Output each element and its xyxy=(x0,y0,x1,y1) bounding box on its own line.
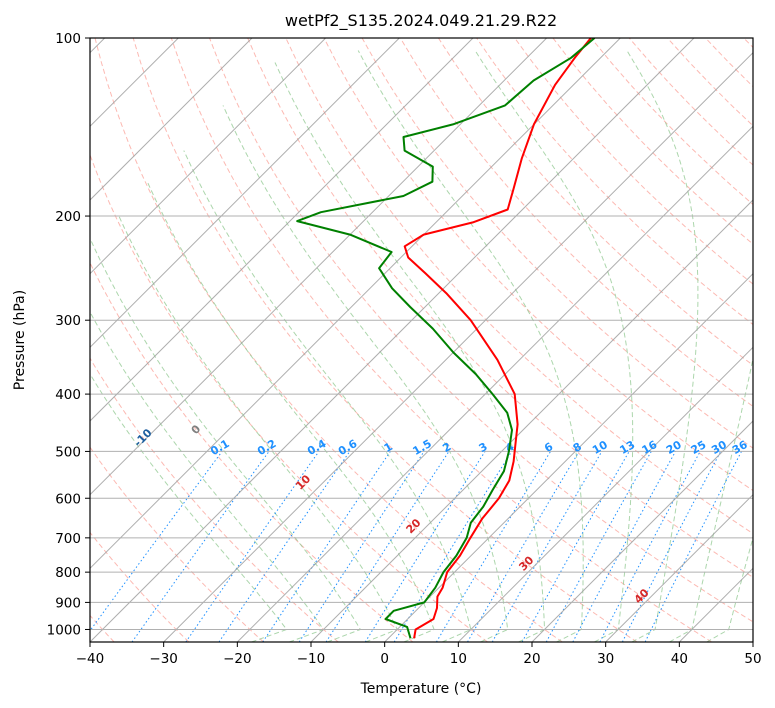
isotherm-line xyxy=(531,420,753,642)
x-tick-label: 40 xyxy=(671,651,688,667)
moist-adiabat-line xyxy=(118,215,398,642)
dewpoint-profile xyxy=(296,38,596,639)
y-tick-label: 900 xyxy=(55,595,81,611)
x-tick-label: −30 xyxy=(149,651,178,667)
dry-adiabat-line xyxy=(514,38,753,285)
isotherm-line xyxy=(310,199,753,642)
y-tick-label: 300 xyxy=(55,313,81,329)
moist-adiabat-line xyxy=(669,356,753,642)
dry-adiabat-line xyxy=(247,38,753,578)
temperature-profile xyxy=(403,38,592,639)
pressure-grid xyxy=(90,38,753,630)
moist-adiabat-line xyxy=(626,50,699,642)
dry-adiabat-line xyxy=(94,38,563,642)
dry-adiabat-line xyxy=(170,38,712,642)
mixing-ratio-line xyxy=(262,451,391,642)
dry-adiabat-line xyxy=(90,531,190,642)
plot-frame xyxy=(89,37,754,643)
moist-adiabat-line xyxy=(706,535,753,642)
x-tick-label: −20 xyxy=(223,651,252,667)
moist-adiabat-line xyxy=(146,181,435,642)
moist-adiabat-line xyxy=(90,373,288,642)
moist-adiabat-line xyxy=(357,50,584,642)
mixing-ratio-line xyxy=(325,451,450,642)
profile-lines xyxy=(296,38,596,639)
isotherm-line xyxy=(605,493,753,642)
dry-adiabat-line xyxy=(437,38,753,366)
isotherm-line xyxy=(90,38,621,570)
isotherm-line xyxy=(457,346,753,642)
x-axis: −40 −30 −20 −10 0 10 20 30 40 50 xyxy=(76,642,762,667)
moist-adiabats xyxy=(90,50,753,642)
moist-adiabat-line xyxy=(474,50,634,642)
isotherm-grid xyxy=(90,38,753,642)
isotherm-line xyxy=(90,38,327,275)
mixing-ratio-line xyxy=(521,451,630,642)
isotherm-line xyxy=(90,38,548,496)
x-tick-label: 50 xyxy=(744,651,761,667)
moist-adiabat-line xyxy=(90,240,362,642)
y-axis: 100 200 300 400 500 600 700 800 900 1000 xyxy=(47,31,90,638)
dry-adiabat-line xyxy=(90,357,339,642)
y-tick-label: 500 xyxy=(55,444,81,460)
mixing-ratio-line xyxy=(644,451,742,642)
x-tick-label: 10 xyxy=(450,651,467,667)
isotherm-line xyxy=(384,272,753,642)
isotherm-line xyxy=(90,38,400,349)
dry-adiabat-line xyxy=(90,446,264,642)
y-tick-label: 1000 xyxy=(47,622,81,638)
moist-adiabat-line xyxy=(183,150,472,642)
dry-adiabat-line xyxy=(132,38,638,642)
x-tick-label: −40 xyxy=(76,651,105,667)
mixing-ratio-line xyxy=(393,451,513,642)
x-axis-label: Temperature (°C) xyxy=(360,681,482,697)
mixing-ratio-line xyxy=(90,451,223,632)
y-tick-label: 200 xyxy=(55,209,81,225)
dry-adiabat-line xyxy=(90,153,488,642)
mixing-ratio-line xyxy=(298,451,425,642)
mixing-ratio-line xyxy=(621,451,722,642)
dry-adiabats xyxy=(90,38,753,642)
x-tick-label: 30 xyxy=(597,651,614,667)
moist-adiabat-line xyxy=(274,62,545,642)
y-tick-label: 700 xyxy=(55,531,81,547)
dry-adiabat-line xyxy=(323,38,753,492)
isotherm-line xyxy=(236,125,753,642)
y-tick-label: 100 xyxy=(55,31,81,47)
mixing-ratio-line xyxy=(545,451,652,642)
isotherm-line xyxy=(163,51,753,642)
dry-adiabat-line xyxy=(399,38,753,408)
x-tick-label: 0 xyxy=(380,651,389,667)
chart-title: wetPf2_S135.2024.049.21.29.R22 xyxy=(285,11,557,31)
x-tick-label: 20 xyxy=(523,651,540,667)
mixing-ratio-line xyxy=(572,451,676,642)
moist-adiabat-line xyxy=(90,311,325,642)
x-tick-label: −10 xyxy=(297,651,326,667)
isotherm-line xyxy=(90,38,253,201)
y-axis-label: Pressure (hPa) xyxy=(12,290,28,390)
mixing-ratio-line xyxy=(218,451,351,642)
y-tick-label: 600 xyxy=(55,491,81,507)
mixing-ratio-line xyxy=(185,451,320,642)
isotherm-line xyxy=(90,38,474,422)
y-tick-label: 800 xyxy=(55,565,81,581)
dry-adiabat-line xyxy=(209,38,753,623)
y-tick-label: 400 xyxy=(55,387,81,403)
isotherm-line xyxy=(90,38,695,642)
plot-area: -100-90-80-70-60-50-40-30-20-10010203040… xyxy=(90,38,753,642)
